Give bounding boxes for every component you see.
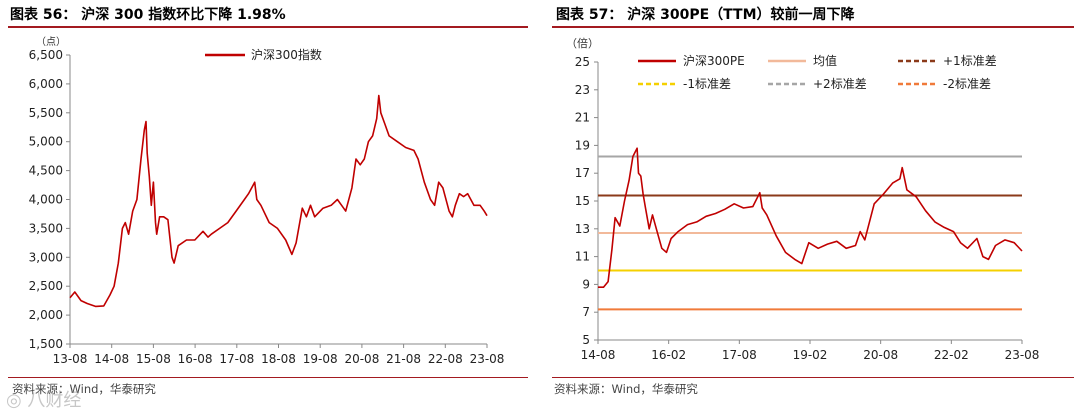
title-rule: [8, 26, 528, 28]
y-tick-label: 21: [575, 111, 590, 125]
y-tick-label: 17: [575, 166, 590, 180]
y-tick-label: 3,000: [29, 250, 63, 264]
chart-source: 资料来源：Wind，华泰研究: [12, 382, 156, 396]
y-axis-unit: （倍）: [566, 36, 599, 50]
y-tick-label: 9: [582, 277, 590, 291]
legend-label: -2标准差: [943, 77, 991, 91]
y-tick-label: 23: [575, 83, 590, 97]
y-tick-label: 1,500: [29, 337, 63, 351]
chart-panel-hs300-index: 图表 56： 沪深 300 指数环比下降 1.98% （点） 1,500 2,000…: [6, 7, 528, 411]
y-axis-unit: （点）: [36, 36, 66, 48]
legend-label: 沪深300PE: [683, 54, 745, 68]
x-tick-label: 23-08: [1005, 348, 1040, 362]
y-tick-label: 25: [575, 55, 590, 69]
title-rule: [552, 26, 1074, 28]
y-tick-label: 5,000: [29, 135, 63, 149]
x-tick-label: 18-08: [261, 352, 296, 366]
x-tick-label: 20-08: [863, 348, 898, 362]
x-tick-label: 17-08: [219, 352, 254, 366]
y-tick-label: 5: [582, 333, 590, 347]
y-tick-label: 6,000: [29, 77, 63, 91]
chart-source: 资料来源：Wind，华泰研究: [554, 382, 698, 396]
y-tick-label: 11: [575, 250, 590, 264]
x-tick-label: 17-08: [722, 348, 757, 362]
x-tick-label: 21-08: [386, 352, 421, 366]
legend-label: 均值: [813, 53, 837, 68]
y-tick-label: 13: [575, 222, 590, 236]
x-tick-label: 14-08: [94, 352, 129, 366]
hs300-index-chart: （点） 1,500 2,000 2,500 3,000 3,500 4,000 4,500 5,…: [29, 36, 505, 366]
y-tick-label: 4,500: [29, 164, 63, 178]
y-tick-label: 7: [582, 305, 590, 319]
y-tick-label: 5,500: [29, 106, 63, 120]
legend-label: +2标准差: [813, 77, 867, 91]
source-rule: [552, 377, 1074, 378]
legend-label: 沪深300指数: [251, 47, 322, 62]
x-tick-label: 14-08: [581, 348, 616, 362]
y-tick-label: 19: [575, 138, 590, 152]
x-tick-label: 16-02: [651, 348, 686, 362]
chart-title: 图表 57： 沪深 300PE（TTM）较前一周下降: [556, 7, 855, 23]
y-tick-label: 6,500: [29, 48, 63, 62]
series-line-hs300-pe: [598, 147, 1023, 289]
y-tick-label: 4,000: [29, 193, 63, 207]
x-tick-label: 20-08: [344, 352, 379, 366]
x-tick-label: 22-08: [428, 352, 463, 366]
x-tick-label: 19-08: [303, 352, 338, 366]
hs300-pe-chart: （倍） 5 7 9 11 13 15 17 19 21 23 25 14-08 16-02 17-08 19-…: [566, 36, 1040, 362]
x-tick-label: 23-08: [470, 352, 505, 366]
x-tick-label: 13-08: [53, 352, 88, 366]
y-tick-label: 15: [575, 194, 590, 208]
legend-label: -1标准差: [683, 77, 731, 91]
y-tick-label: 2,000: [29, 308, 63, 322]
source-rule: [8, 377, 528, 378]
x-tick-label: 16-08: [178, 352, 213, 366]
x-tick-label: 15-08: [136, 352, 171, 366]
chart-title: 图表 56： 沪深 300 指数环比下降 1.98%: [10, 7, 286, 23]
y-tick-label: 3,500: [29, 221, 63, 235]
series-line-hs300-index: [69, 94, 488, 308]
x-tick-label: 22-02: [934, 348, 969, 362]
y-tick-label: 2,500: [29, 279, 63, 293]
legend-label: +1标准差: [943, 54, 997, 68]
x-tick-label: 19-02: [793, 348, 828, 362]
chart-panel-hs300-pe: 图表 57： 沪深 300PE（TTM）较前一周下降 （倍） 5 7 9 11 13 15 1…: [546, 0, 1080, 415]
watermark-logo: ◎ 八财经: [6, 390, 82, 411]
